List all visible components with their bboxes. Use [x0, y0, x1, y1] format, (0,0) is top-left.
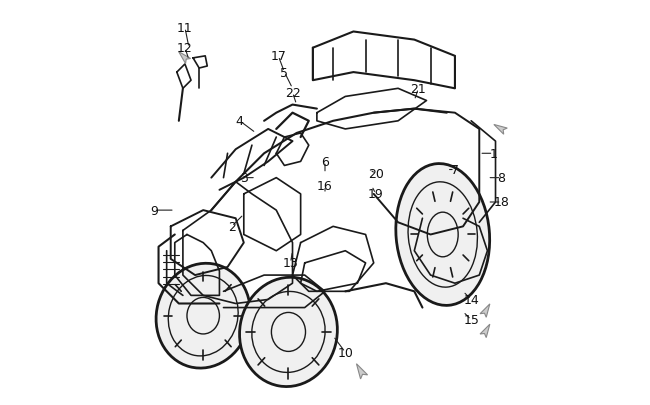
Text: 22: 22: [285, 87, 300, 100]
Text: 19: 19: [368, 188, 384, 201]
Text: 20: 20: [368, 168, 384, 181]
Ellipse shape: [396, 164, 489, 306]
Text: 8: 8: [498, 172, 506, 185]
Polygon shape: [179, 52, 190, 64]
Text: 17: 17: [270, 50, 286, 63]
Text: 9: 9: [151, 204, 159, 217]
Polygon shape: [356, 364, 368, 379]
Text: 12: 12: [177, 42, 193, 55]
Ellipse shape: [240, 277, 337, 387]
Polygon shape: [494, 125, 507, 135]
Polygon shape: [480, 304, 490, 318]
Text: 7: 7: [451, 164, 459, 177]
Text: 6: 6: [321, 156, 329, 168]
Text: 5: 5: [280, 66, 289, 79]
Ellipse shape: [156, 264, 250, 368]
Text: 10: 10: [337, 346, 353, 359]
Text: 4: 4: [236, 115, 244, 128]
Text: 13: 13: [283, 257, 298, 270]
Polygon shape: [480, 324, 490, 338]
Text: 16: 16: [317, 180, 333, 193]
Text: 15: 15: [463, 313, 479, 326]
Text: 2: 2: [227, 220, 235, 233]
Text: 11: 11: [177, 22, 193, 35]
Text: 21: 21: [411, 83, 426, 96]
Text: 14: 14: [463, 293, 479, 306]
Text: 3: 3: [240, 172, 248, 185]
Text: 18: 18: [493, 196, 510, 209]
Text: 1: 1: [489, 147, 497, 160]
